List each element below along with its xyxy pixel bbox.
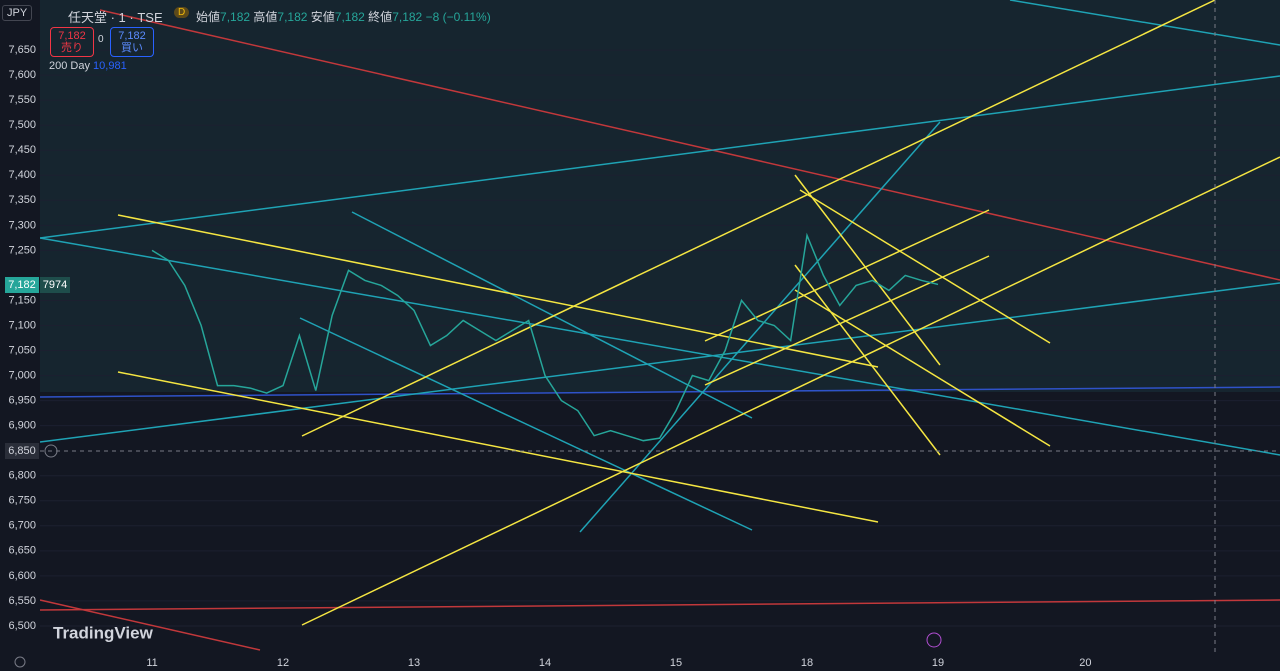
countdown-tag: 7974 bbox=[43, 279, 67, 291]
crosshair-tag: 6,850 bbox=[8, 445, 36, 457]
drawing-line bbox=[794, 174, 941, 366]
drawing-line bbox=[351, 211, 753, 419]
y-tick-label: 7,650 bbox=[8, 44, 36, 56]
value: 7,182 bbox=[220, 10, 251, 24]
interval-badge: D bbox=[174, 7, 190, 18]
y-tick-label: 7,100 bbox=[8, 319, 36, 331]
y-tick-label: 6,750 bbox=[8, 495, 36, 507]
drawing-line bbox=[299, 317, 753, 531]
indicator-value: 10,981 bbox=[93, 60, 127, 72]
y-tick-label: 7,000 bbox=[8, 369, 36, 381]
zone-fill bbox=[40, 0, 1280, 392]
drawing-line bbox=[301, 0, 1216, 437]
y-tick-label: 6,650 bbox=[8, 545, 36, 557]
drawing-line bbox=[39, 599, 1280, 611]
drawing-line bbox=[799, 189, 1051, 344]
sell-label: 売り bbox=[61, 42, 83, 54]
add-button[interactable] bbox=[44, 444, 58, 458]
y-tick-label: 6,600 bbox=[8, 570, 36, 582]
x-tick-label: 20 bbox=[1079, 657, 1091, 669]
drawing-line bbox=[39, 237, 1280, 456]
drawing-line bbox=[794, 264, 941, 456]
drawing-line bbox=[117, 214, 879, 368]
y-tick-label: 6,550 bbox=[8, 595, 36, 607]
y-tick-label: 7,550 bbox=[8, 94, 36, 106]
x-tick-label: 11 bbox=[146, 657, 157, 669]
change: −8 (−0.11%) bbox=[425, 10, 491, 24]
y-tick-label: 6,800 bbox=[8, 470, 36, 482]
x-tick-label: 14 bbox=[539, 657, 551, 669]
buy-price: 7,182 bbox=[118, 30, 146, 42]
y-tick-label: 7,400 bbox=[8, 169, 36, 181]
x-axis-bg bbox=[0, 655, 1280, 671]
buy-label: 買い bbox=[121, 42, 143, 54]
label: 高値 bbox=[253, 10, 278, 24]
spread: 0 bbox=[98, 34, 104, 45]
y-axis-bg bbox=[0, 0, 40, 671]
indicator: 200 Day 10,981 bbox=[49, 60, 127, 72]
x-tick-label: 13 bbox=[408, 657, 420, 669]
drawing-line bbox=[39, 282, 1280, 443]
countdown-bg bbox=[40, 277, 70, 293]
drawing-line bbox=[1009, 0, 1280, 46]
settings-icon[interactable] bbox=[14, 656, 26, 668]
x-tick-label: 15 bbox=[670, 657, 682, 669]
sell-button[interactable]: 7,182 売り bbox=[50, 27, 94, 57]
drawing-line bbox=[39, 599, 261, 651]
label: 安値 bbox=[310, 10, 335, 24]
y-tick-label: 6,950 bbox=[8, 395, 36, 407]
y-tick-label: 7,500 bbox=[8, 119, 36, 131]
y-tick-label: 6,700 bbox=[8, 520, 36, 532]
y-tick-label: 6,900 bbox=[8, 420, 36, 432]
event-icon[interactable] bbox=[926, 632, 942, 648]
last-price-bg bbox=[5, 277, 39, 293]
value: 7,182 bbox=[392, 10, 423, 24]
drawing-line bbox=[117, 371, 879, 523]
drawing-line bbox=[794, 289, 1051, 447]
drawing-line bbox=[39, 75, 1280, 239]
y-tick-label: 7,600 bbox=[8, 69, 36, 81]
y-tick-label: 6,500 bbox=[8, 620, 36, 632]
y-tick-label: 7,450 bbox=[8, 144, 36, 156]
price-line bbox=[151, 232, 939, 442]
y-tick-label: 7,150 bbox=[8, 294, 36, 306]
ohlc: 始値7,182 高値7,182 安値7,182 終値7,182 −8 (−0.1… bbox=[196, 8, 491, 25]
last-price-tag: 7,182 bbox=[8, 279, 36, 291]
value: 7,182 bbox=[334, 10, 365, 24]
label: 終値 bbox=[368, 10, 393, 24]
logo: TradingView bbox=[53, 623, 154, 642]
y-tick-label: 7,050 bbox=[8, 344, 36, 356]
drawing-line bbox=[39, 386, 1280, 398]
drawing-line bbox=[301, 156, 1280, 626]
sell-price: 7,182 bbox=[58, 30, 86, 42]
buy-button[interactable]: 7,182 買い bbox=[110, 27, 154, 57]
x-tick-label: 12 bbox=[277, 657, 289, 669]
value: 7,182 bbox=[277, 10, 308, 24]
drawing-line bbox=[704, 209, 990, 342]
y-tick-label: 7,300 bbox=[8, 219, 36, 231]
currency[interactable]: JPY bbox=[2, 5, 33, 21]
symbol: 任天堂 · 1 · TSE bbox=[68, 10, 163, 25]
crosshair-bg bbox=[5, 443, 39, 459]
label: 始値 bbox=[196, 10, 221, 24]
y-tick-label: 7,350 bbox=[8, 194, 36, 206]
y-tick-label: 7,250 bbox=[8, 244, 36, 256]
x-tick-label: 19 bbox=[932, 657, 944, 669]
drawing-line bbox=[99, 9, 1280, 281]
x-tick-label: 18 bbox=[801, 657, 813, 669]
indicator-name: 200 Day bbox=[49, 60, 90, 72]
